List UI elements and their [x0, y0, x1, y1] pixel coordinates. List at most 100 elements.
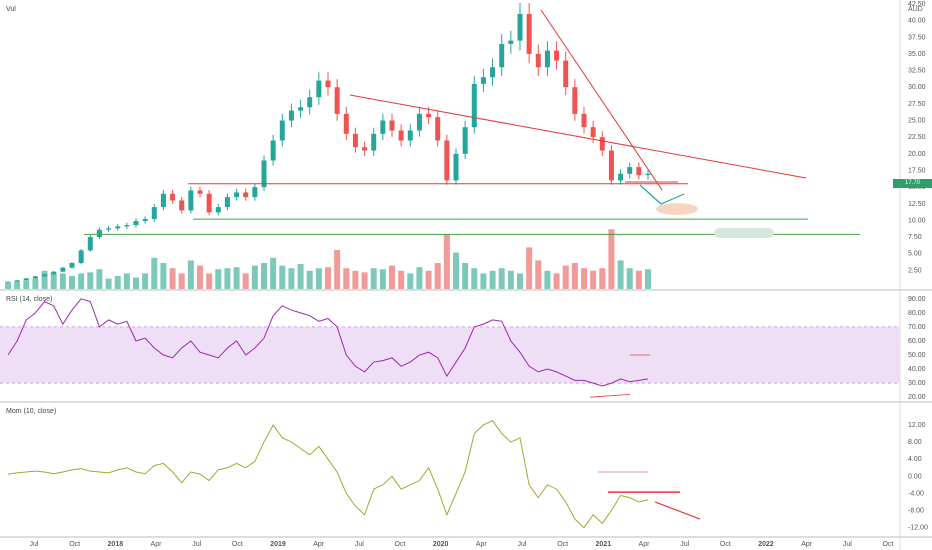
mom-tick-label: 12.00 [908, 422, 926, 429]
time-tick-label: 2019 [270, 541, 286, 548]
volume-bar [599, 268, 606, 289]
volume-bar [398, 270, 405, 289]
candle-body [124, 225, 130, 227]
time-tick-label: Oct [557, 541, 568, 548]
volume-bar [434, 263, 441, 289]
volume-bar [453, 252, 459, 289]
candle-body [526, 13, 532, 54]
rsi-tick-label: 80.00 [908, 310, 926, 317]
candle-body [416, 113, 422, 131]
volume-bars [5, 229, 651, 289]
time-tick-label: 2021 [596, 541, 612, 548]
volume-bar [416, 267, 423, 289]
candle-body [151, 207, 157, 220]
candle-body [426, 113, 432, 118]
candle-body [343, 113, 349, 134]
volume-bar [645, 269, 651, 289]
candle-body [499, 43, 505, 68]
volume-bar [206, 273, 213, 289]
time-tick-label: Jul [30, 541, 39, 548]
rsi-tick-label: 60.00 [908, 338, 926, 345]
volume-bar [5, 282, 11, 289]
volume-bar [407, 273, 414, 289]
candle-body [554, 50, 560, 61]
price-tick-label: 27.50 [908, 101, 926, 108]
candle-body [188, 190, 194, 211]
price-tick-label: 2.50 [908, 267, 922, 274]
candle-body [42, 274, 48, 277]
volume-bar [480, 273, 487, 289]
time-tick-label: Jul [192, 541, 201, 548]
highlight-zone [656, 203, 698, 215]
volume-bar [535, 260, 542, 289]
volume-bar [224, 268, 231, 289]
time-tick-label: Apr [639, 541, 651, 548]
candle-body [170, 193, 176, 201]
volume-bar [526, 247, 533, 289]
candle-body [206, 193, 212, 213]
price-tick-label: 12.50 [908, 201, 926, 208]
candle-body [508, 40, 514, 44]
candle-body [462, 127, 468, 154]
candle-body [627, 167, 633, 174]
candle-body [234, 192, 240, 198]
volume-bar [59, 273, 66, 289]
volume-bar [517, 273, 523, 289]
volume-bar [425, 270, 432, 289]
candle-body [352, 133, 358, 148]
candle-body [490, 67, 496, 78]
price-tick-label: 20.00 [908, 151, 926, 158]
candle-body [69, 263, 75, 268]
momentum-label: Mom (10, close) [6, 408, 56, 415]
candle-body [279, 120, 285, 141]
momentum-panel [7, 420, 701, 529]
candle-body [78, 250, 84, 264]
volume-bar [14, 281, 21, 289]
price-tick-label: 40.00 [908, 18, 926, 25]
price-tick-label: 35.00 [908, 51, 926, 58]
volume-bar [233, 267, 240, 289]
volume-bar [270, 257, 277, 289]
candle-body [325, 80, 331, 88]
volume-bar [279, 265, 286, 289]
rsi-band [0, 326, 900, 384]
candle-body [389, 120, 395, 131]
volume-bar [462, 263, 469, 289]
volume-bar [581, 268, 587, 289]
price-tick-label: 5.00 [908, 251, 922, 258]
price-tick-label: 30.00 [908, 84, 926, 91]
price-tick-label: 17.50 [908, 167, 926, 174]
volume-bar [23, 280, 30, 289]
volume-bar [498, 268, 505, 289]
rsi-line [7, 298, 649, 387]
time-tick-label: Apr [151, 541, 163, 548]
volume-bar [325, 267, 331, 289]
axes: 2.505.007.5010.0012.5015.0017.5020.0022.… [30, 1, 928, 548]
candle-body [307, 97, 313, 108]
candle-body [645, 173, 651, 176]
volume-bar [489, 270, 496, 289]
volume-bar [370, 268, 377, 289]
volume-bar [379, 269, 386, 289]
mom-tick-label: 0.00 [908, 473, 922, 480]
candle-body [371, 133, 377, 151]
mom-tick-label: 8.00 [908, 439, 922, 446]
candle-body [142, 219, 148, 222]
mom-tick-label: -4.00 [908, 490, 924, 497]
price-candles [5, 3, 651, 283]
volume-bar [32, 278, 39, 289]
volume-bar [562, 265, 569, 289]
candle-body [160, 193, 166, 208]
rsi-panel [0, 298, 900, 398]
candle-body [362, 147, 368, 151]
volume-bar [78, 273, 85, 289]
price-tick-label: 42.50 [908, 1, 926, 8]
candle-body [133, 221, 139, 226]
candle-body [544, 50, 550, 68]
rsi-label: RSI (14, close) [6, 296, 52, 303]
price-tick-label: 7.50 [908, 234, 922, 241]
mom-trend [654, 501, 701, 520]
volume-bar [389, 265, 395, 289]
